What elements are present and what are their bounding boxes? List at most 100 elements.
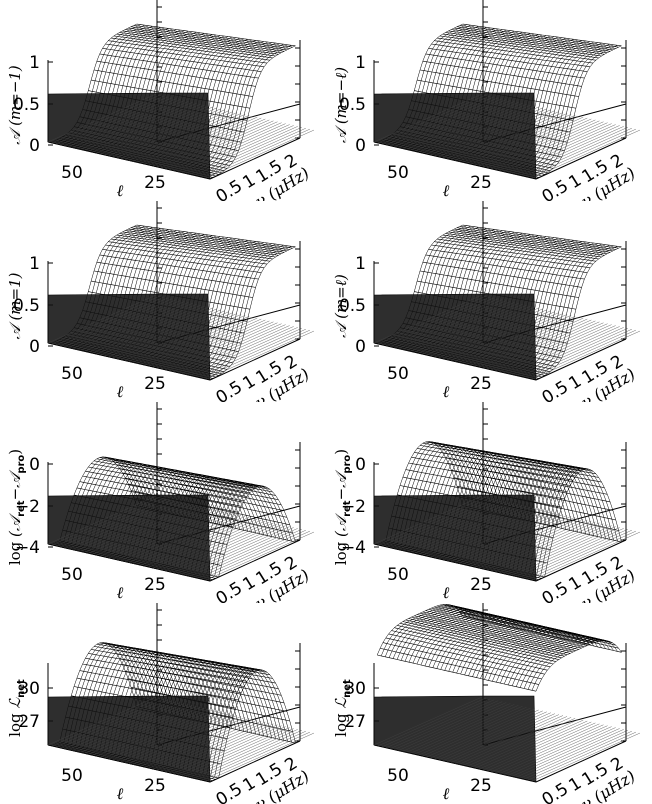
floor-hatch — [145, 317, 254, 366]
floor-hatch — [161, 320, 270, 370]
floor-hatch — [463, 516, 572, 565]
floor-hatch — [108, 509, 217, 559]
y-axis-label-prefix: log — [332, 537, 350, 565]
floor-hatch — [112, 711, 221, 760]
surface-line-nu — [136, 23, 296, 47]
floor-hatch — [410, 705, 519, 754]
floor-hatch — [120, 311, 229, 360]
floor-hatch — [418, 706, 527, 756]
floor-hatch — [104, 106, 213, 156]
floor-hatch — [410, 102, 519, 151]
floor-hatch — [185, 728, 294, 777]
floor-hatch — [394, 98, 503, 147]
surface-line-nu — [133, 25, 293, 48]
floor-hatch — [386, 96, 495, 145]
floor-hatch — [128, 313, 238, 362]
floor-hatch — [467, 718, 576, 767]
floor-hatch — [47, 495, 157, 545]
floor-hatch — [418, 304, 527, 354]
floor-hatch — [458, 113, 568, 162]
floor-hatch — [68, 500, 177, 549]
floor-hatch — [503, 525, 612, 574]
floor-hatch — [185, 125, 294, 174]
floor-hatch — [132, 515, 242, 564]
floor-hatch — [201, 128, 310, 178]
floor-hatch — [402, 100, 511, 149]
surface-line-nu — [388, 633, 548, 671]
surface-line-nu — [113, 35, 273, 59]
surface-line-nu — [425, 254, 585, 280]
z-tick-label: 27 — [344, 712, 366, 732]
surface-line-nu — [422, 261, 582, 288]
surface-line-nu — [399, 623, 559, 660]
ell-tick-label: 50 — [387, 364, 409, 384]
floor-hatch — [124, 513, 234, 562]
chart-panel: 0 0.5 1 𝒜 (m=1) 50 25 ℓ 0.5 1 1.5 2 ν (μHz) — [0, 201, 326, 402]
floor-hatch — [153, 117, 262, 167]
floor-hatch — [430, 307, 539, 357]
ell-tick-label: 50 — [61, 364, 83, 384]
floor-hatch — [414, 103, 523, 152]
floor-hatch — [104, 508, 213, 558]
floor-hatch — [495, 523, 604, 572]
surface-line-nu — [451, 230, 611, 253]
floor-hatch — [161, 119, 270, 169]
floor-hatch — [47, 93, 157, 143]
floor-hatch — [124, 312, 234, 361]
surface-line-nu — [437, 238, 596, 262]
floor-hatch — [422, 305, 531, 355]
floor-hatch — [487, 722, 596, 772]
floor-hatch — [100, 306, 209, 356]
surface-line-nu — [454, 228, 613, 252]
y-axis-label: 𝒜 (m=ℓ) — [332, 274, 350, 338]
surface-line-nu — [113, 236, 273, 260]
floor-hatch — [124, 714, 234, 763]
floor-hatch — [495, 121, 604, 170]
nu-axis-line — [209, 740, 301, 783]
surface-line-nu — [422, 611, 582, 649]
floor-hatch — [422, 506, 531, 556]
floor-hatch — [76, 703, 185, 752]
floor-hatch — [454, 313, 564, 362]
z-tick-label: −2 — [341, 497, 366, 517]
floor-hatch — [479, 117, 588, 167]
surface-line-nu — [136, 224, 296, 248]
floor-hatch — [446, 311, 555, 360]
floor-hatch — [88, 103, 197, 152]
floor-hatch — [161, 521, 270, 571]
z-tick-label: 0.5 — [339, 296, 366, 316]
ell-axis-label: ℓ — [117, 583, 124, 602]
floor-hatch — [454, 514, 564, 563]
floor-hatch — [450, 513, 560, 562]
floor-hatch — [64, 97, 173, 146]
floor-hatch — [531, 732, 641, 782]
floor-hatch — [402, 703, 511, 752]
surface-line-nu — [119, 658, 279, 689]
floor-hatch — [475, 116, 584, 166]
nu-axis-line — [535, 740, 627, 783]
surface-line-nu — [108, 241, 268, 265]
floor-hatch — [483, 721, 592, 771]
floor-hatch — [149, 116, 258, 166]
surface-line-nu — [439, 35, 599, 59]
surface-line-nu — [99, 254, 259, 280]
surface-line-nu — [408, 618, 568, 655]
floor-hatch — [382, 698, 491, 748]
floor-hatch — [519, 127, 628, 176]
surface-line-nu — [125, 670, 285, 704]
floor-hatch — [471, 116, 580, 165]
surface-line-nu — [437, 37, 596, 61]
surface-line-nu — [417, 614, 576, 651]
floor-hatch — [76, 100, 185, 149]
floor-hatch — [116, 511, 225, 560]
y-axis-label-prefix: log — [6, 709, 24, 737]
surface-line-nu — [108, 40, 268, 64]
surface-line-nu — [419, 69, 579, 97]
surface-line-nu — [434, 606, 594, 644]
floor-hatch — [157, 721, 266, 771]
surface-line-nu — [133, 226, 293, 249]
floor-hatch — [438, 510, 547, 559]
floor-hatch — [511, 125, 620, 174]
